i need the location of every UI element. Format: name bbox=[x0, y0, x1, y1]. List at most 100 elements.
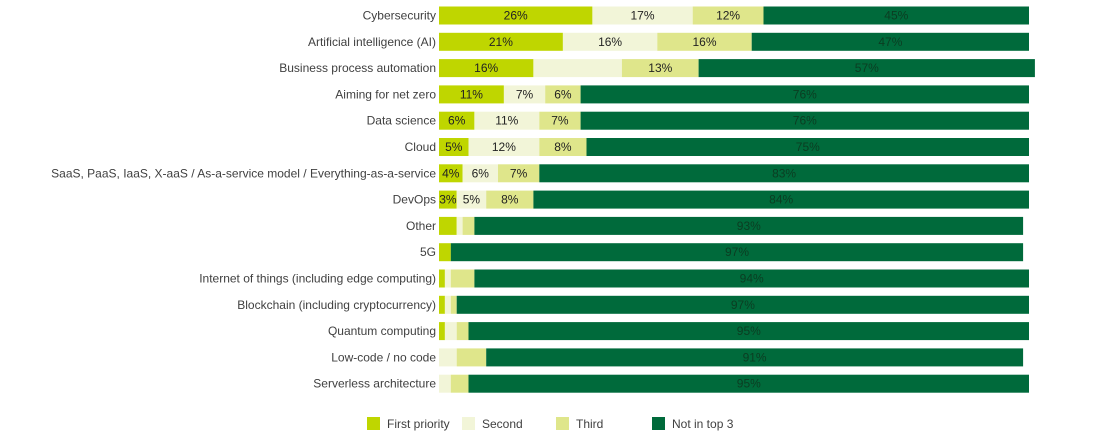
data-label-third-saas-paas-iaas-x-aas-as-a-service-model-: 7% bbox=[510, 166, 528, 180]
bar-third-serverless-architecture bbox=[450, 374, 469, 393]
bar-first-priority-5g bbox=[439, 243, 451, 262]
bar-not-in-top-3-quantum-computing bbox=[468, 322, 1029, 341]
legend-swatch-second bbox=[462, 417, 475, 430]
bar-not-in-top-3-cybersecurity bbox=[763, 6, 1029, 25]
category-label-low-code-no-code: Low-code / no code bbox=[331, 350, 436, 364]
bar-not-in-top-3-aiming-for-net-zero bbox=[580, 85, 1029, 104]
category-label-internet-of-things-including-edge-comput: Internet of things (including edge compu… bbox=[199, 272, 436, 286]
legend-swatch-not-in-top-3 bbox=[652, 417, 665, 430]
legend-label-second: Second bbox=[482, 417, 523, 431]
bar-second-devops bbox=[456, 190, 487, 209]
bar-second-data-science bbox=[474, 111, 540, 130]
legend-swatch-third bbox=[556, 417, 569, 430]
bar-first-priority-cloud bbox=[439, 138, 469, 156]
data-label-not-in-top-3-low-code-no-code: 91% bbox=[743, 350, 767, 364]
bar-not-in-top-3-business-process-automation bbox=[698, 59, 1035, 78]
data-label-first-priority-cloud: 5% bbox=[445, 140, 463, 154]
bar-not-in-top-3-artificial-intelligence-ai bbox=[751, 32, 1029, 51]
bar-third-low-code-no-code bbox=[456, 348, 487, 367]
data-label-not-in-top-3-data-science: 76% bbox=[793, 114, 817, 128]
bar-third-data-science bbox=[539, 111, 581, 130]
bar-second-internet-of-things-including-edge-comput bbox=[444, 269, 451, 288]
data-label-second-aiming-for-net-zero: 7% bbox=[516, 87, 534, 101]
bar-first-priority-data-science bbox=[439, 111, 475, 130]
data-label-first-priority-aiming-for-net-zero: 11% bbox=[460, 87, 483, 101]
bar-first-priority-devops bbox=[439, 190, 457, 209]
bar-third-artificial-intelligence-ai bbox=[657, 32, 752, 51]
bar-second-cloud bbox=[468, 138, 540, 156]
bar-third-cybersecurity bbox=[692, 6, 764, 25]
data-label-first-priority-business-process-automation: 16% bbox=[474, 61, 498, 75]
data-label-first-priority-cybersecurity: 26% bbox=[504, 9, 528, 23]
bar-not-in-top-3-saas-paas-iaas-x-aas-as-a-service-model- bbox=[539, 164, 1029, 183]
category-label-cloud: Cloud bbox=[405, 140, 436, 154]
bar-third-saas-paas-iaas-x-aas-as-a-service-model- bbox=[498, 164, 540, 183]
category-label-aiming-for-net-zero: Aiming for net zero bbox=[335, 87, 436, 101]
data-label-second-cloud: 12% bbox=[492, 140, 516, 154]
data-label-second-saas-paas-iaas-x-aas-as-a-service-model-: 6% bbox=[472, 166, 490, 180]
legend-label-first-priority: First priority bbox=[387, 417, 450, 431]
bar-third-other bbox=[462, 216, 475, 235]
category-label-cybersecurity: Cybersecurity bbox=[363, 9, 436, 23]
bar-second-quantum-computing bbox=[444, 322, 457, 341]
bar-not-in-top-3-blockchain-including-cryptocurrency bbox=[456, 295, 1029, 314]
data-label-third-data-science: 7% bbox=[551, 114, 569, 128]
bar-not-in-top-3-internet-of-things-including-edge-comput bbox=[474, 269, 1029, 288]
bar-third-internet-of-things-including-edge-comput bbox=[450, 269, 475, 288]
category-label-devops: DevOps bbox=[393, 193, 436, 207]
data-label-not-in-top-3-cybersecurity: 45% bbox=[884, 9, 908, 23]
bar-third-aiming-for-net-zero bbox=[545, 85, 581, 104]
data-label-third-artificial-intelligence-ai: 16% bbox=[692, 35, 716, 49]
bar-first-priority-aiming-for-net-zero bbox=[439, 85, 504, 104]
bar-second-other bbox=[456, 216, 463, 235]
bar-third-cloud bbox=[539, 138, 587, 156]
bar-first-priority-internet-of-things-including-edge-comput bbox=[439, 269, 445, 288]
data-label-not-in-top-3-saas-paas-iaas-x-aas-as-a-service-model-: 83% bbox=[772, 166, 796, 180]
data-label-not-in-top-3-aiming-for-net-zero: 76% bbox=[793, 87, 817, 101]
data-label-first-priority-artificial-intelligence-ai: 21% bbox=[489, 35, 513, 49]
bar-second-aiming-for-net-zero bbox=[503, 85, 546, 104]
bar-not-in-top-3-low-code-no-code bbox=[486, 348, 1024, 367]
plot-area: Cybersecurity 26% 17% 12% 45% Artificial inte… bbox=[51, 6, 1035, 393]
bar-not-in-top-3-data-science bbox=[580, 111, 1029, 130]
data-label-first-priority-devops: 3% bbox=[439, 193, 457, 207]
category-label-quantum-computing: Quantum computing bbox=[328, 324, 436, 338]
data-label-not-in-top-3-devops: 84% bbox=[769, 193, 793, 207]
data-label-not-in-top-3-quantum-computing: 95% bbox=[737, 324, 761, 338]
legend: First priority Second Third Not in top 3 bbox=[367, 417, 734, 431]
category-label-serverless-architecture: Serverless architecture bbox=[313, 377, 436, 391]
bar-second-low-code-no-code bbox=[439, 348, 457, 367]
bar-third-quantum-computing bbox=[456, 322, 469, 341]
bar-second-blockchain-including-cryptocurrency bbox=[444, 295, 451, 314]
data-label-not-in-top-3-cloud: 75% bbox=[796, 140, 820, 154]
bar-not-in-top-3-other bbox=[474, 216, 1024, 235]
data-label-third-aiming-for-net-zero: 6% bbox=[554, 87, 572, 101]
bar-first-priority-other bbox=[439, 216, 457, 235]
legend-label-not-in-top-3: Not in top 3 bbox=[672, 417, 734, 431]
bar-not-in-top-3-5g bbox=[450, 243, 1024, 262]
bar-first-priority-business-process-automation bbox=[439, 59, 534, 78]
legend-label-third: Third bbox=[576, 417, 603, 431]
bar-second-serverless-architecture bbox=[439, 374, 451, 393]
category-label-artificial-intelligence-ai: Artificial intelligence (AI) bbox=[308, 35, 436, 49]
bar-third-devops bbox=[486, 190, 534, 209]
data-label-second-artificial-intelligence-ai: 16% bbox=[598, 35, 622, 49]
bar-second-business-process-automation bbox=[533, 59, 622, 78]
data-label-not-in-top-3-blockchain-including-cryptocurrency: 97% bbox=[731, 298, 755, 312]
bar-second-saas-paas-iaas-x-aas-as-a-service-model- bbox=[462, 164, 498, 183]
data-label-third-business-process-automation: 13% bbox=[648, 61, 672, 75]
bar-not-in-top-3-serverless-architecture bbox=[468, 374, 1029, 393]
bar-first-priority-cybersecurity bbox=[439, 6, 593, 25]
category-label-5g: 5G bbox=[420, 245, 436, 259]
bar-not-in-top-3-cloud bbox=[586, 138, 1029, 156]
data-label-not-in-top-3-other: 93% bbox=[737, 219, 761, 233]
category-label-blockchain-including-cryptocurrency: Blockchain (including cryptocurrency) bbox=[237, 298, 436, 312]
data-label-third-cybersecurity: 12% bbox=[716, 9, 740, 23]
data-label-not-in-top-3-serverless-architecture: 95% bbox=[737, 377, 761, 391]
category-label-business-process-automation: Business process automation bbox=[279, 61, 436, 75]
category-label-other: Other bbox=[406, 219, 436, 233]
data-label-not-in-top-3-artificial-intelligence-ai: 47% bbox=[878, 35, 902, 49]
data-label-first-priority-saas-paas-iaas-x-aas-as-a-service-model-: 4% bbox=[442, 166, 460, 180]
bar-third-business-process-automation bbox=[621, 59, 699, 78]
